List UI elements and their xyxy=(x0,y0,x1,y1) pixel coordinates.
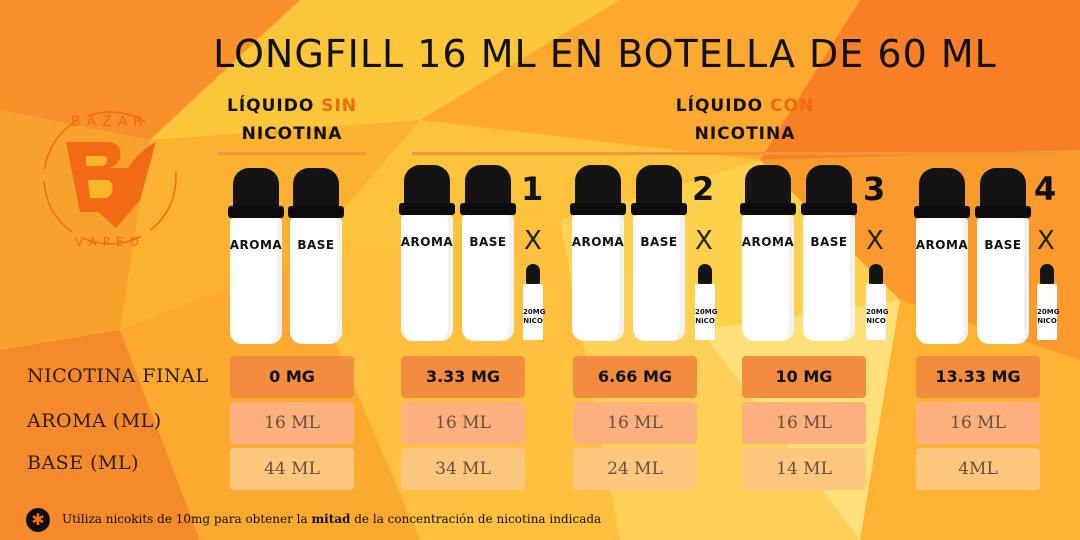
aroma-cell: 16 ML xyxy=(230,402,354,444)
base-cell: 4ML xyxy=(916,448,1040,490)
base-cell: 44 ML xyxy=(230,448,354,490)
row-label-nicotina-final: NICOTINA FINAL xyxy=(27,365,209,387)
nicotina-cell: 13.33 MG xyxy=(916,356,1040,398)
nicokit-bottle: 20MG NICO xyxy=(866,264,889,340)
multiply-symbol: X xyxy=(1037,226,1055,256)
logo-top-text: BAZAR xyxy=(71,114,149,130)
nicokit-label-line1: 20MG xyxy=(523,308,546,316)
page-title: LONGFILL 16 ML EN BOTELLA DE 60 ML xyxy=(213,32,997,76)
nicotina-cell: 10 MG xyxy=(742,356,866,398)
base-bottle: BASE xyxy=(975,168,1031,344)
group-heading-con-nicotina: LÍQUIDO CON NICOTINA xyxy=(630,92,860,148)
footer-note-post: de la concentración de nicotina indicada xyxy=(350,512,602,526)
aroma-bottle-label: AROMA xyxy=(229,238,283,252)
base-bottle: BASE xyxy=(288,168,344,344)
nicokit-label-line1: 20MG xyxy=(695,308,718,316)
aroma-bottle: AROMA xyxy=(570,165,626,341)
nicokit-label-line1: 20MG xyxy=(866,308,889,316)
multiply-symbol: X xyxy=(524,226,542,256)
aroma-cell: 16 ML xyxy=(573,402,697,444)
group-heading-post: NICOTINA xyxy=(241,124,343,144)
group-heading-pre: LÍQUIDO xyxy=(675,96,771,116)
multiply-symbol: X xyxy=(866,226,884,256)
aroma-cell: 16 ML xyxy=(401,402,525,444)
aroma-bottle-label: AROMA xyxy=(571,235,625,249)
aroma-bottle-label: AROMA xyxy=(400,235,454,249)
nicokit-label-line2: NICO xyxy=(1037,317,1057,325)
group-heading-pre: LÍQUIDO xyxy=(226,96,322,116)
base-bottle-label: BASE xyxy=(469,235,507,249)
footer-note-bold: mitad xyxy=(311,512,351,526)
divider-sin xyxy=(218,152,366,155)
nicokit-bottle: 20MG NICO xyxy=(1037,264,1060,340)
nicokit-bottle: 20MG NICO xyxy=(695,264,718,340)
base-bottle: BASE xyxy=(460,165,516,341)
bazar-vapeo-logo: BAZAR VAPEO xyxy=(43,111,177,249)
nicotina-cell: 6.66 MG xyxy=(573,356,697,398)
base-cell: 14 ML xyxy=(742,448,866,490)
base-bottle-label: BASE xyxy=(984,238,1022,252)
aroma-cell: 16 ML xyxy=(916,402,1040,444)
group-heading-highlight: CON xyxy=(770,96,815,116)
group-heading-highlight: SIN xyxy=(321,96,358,116)
aroma-bottle: AROMA xyxy=(228,168,284,344)
base-cell: 24 ML xyxy=(573,448,697,490)
logo-bottom-text: VAPEO xyxy=(75,235,145,249)
nicotina-cell: 3.33 MG xyxy=(401,356,525,398)
nicokit-count: 1 xyxy=(521,170,544,208)
row-label-base: BASE (ML) xyxy=(27,452,140,474)
nicotina-cell: 0 MG xyxy=(230,356,354,398)
divider-con xyxy=(412,152,1060,155)
aroma-bottle-label: AROMA xyxy=(915,238,969,252)
base-bottle: BASE xyxy=(631,165,687,341)
base-bottle-label: BASE xyxy=(640,235,678,249)
aroma-bottle: AROMA xyxy=(399,165,455,341)
nicokit-count: 2 xyxy=(692,170,715,208)
nicokit-count: 4 xyxy=(1034,170,1057,208)
base-bottle-label: BASE xyxy=(297,238,335,252)
nicokit-label-line2: NICO xyxy=(695,317,715,325)
footer-note: Utiliza nicokits de 10mg para obtener la… xyxy=(62,512,601,526)
aroma-bottle-label: AROMA xyxy=(741,235,795,249)
nicokit-label-line2: NICO xyxy=(866,317,886,325)
multiply-symbol: X xyxy=(695,226,713,256)
base-bottle-label: BASE xyxy=(810,235,848,249)
aroma-bottle: AROMA xyxy=(914,168,970,344)
footer-note-pre: Utiliza nicokits de 10mg para obtener la xyxy=(62,512,312,526)
asterisk-icon: ✱ xyxy=(26,508,50,532)
group-heading-sin-nicotina: LÍQUIDO SIN NICOTINA xyxy=(222,92,362,148)
group-heading-post: NICOTINA xyxy=(694,124,796,144)
nicokit-count: 3 xyxy=(863,170,886,208)
aroma-cell: 16 ML xyxy=(742,402,866,444)
aroma-bottle: AROMA xyxy=(740,165,796,341)
nicokit-label-line1: 20MG xyxy=(1037,308,1060,316)
row-label-aroma: AROMA (ML) xyxy=(27,410,162,432)
nicokit-label-line2: NICO xyxy=(523,317,543,325)
nicokit-bottle: 20MG NICO xyxy=(523,264,546,340)
base-cell: 34 ML xyxy=(401,448,525,490)
base-bottle: BASE xyxy=(801,165,857,341)
